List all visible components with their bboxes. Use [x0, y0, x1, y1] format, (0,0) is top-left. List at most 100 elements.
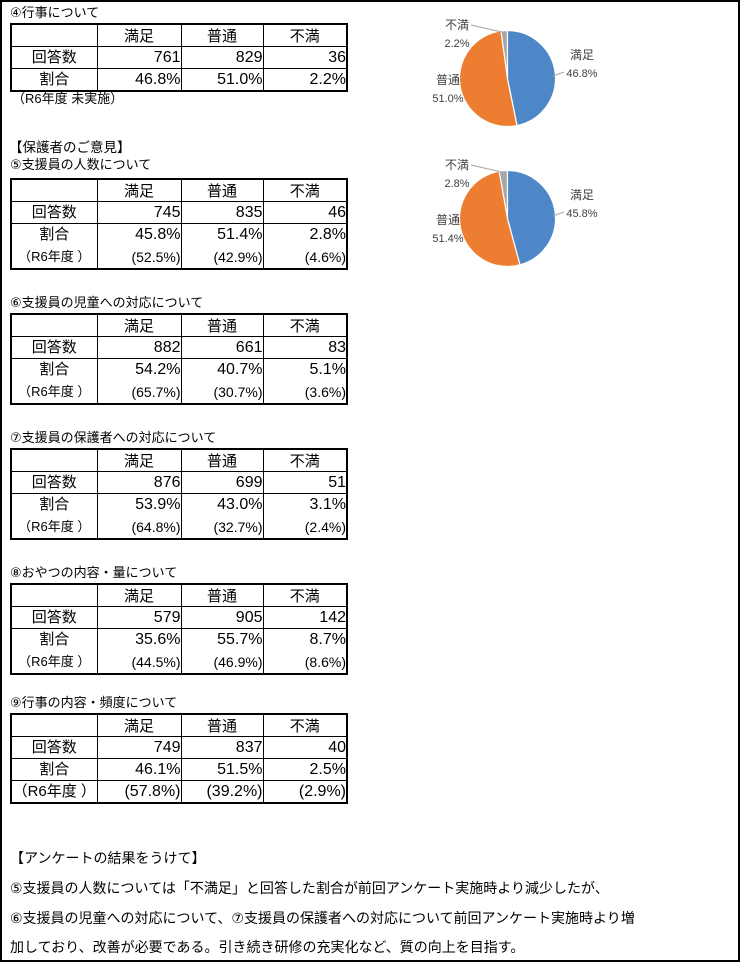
percent-value: 53.9%	[135, 496, 181, 513]
col-header-neutral: 普通	[180, 23, 264, 47]
r6-label: （R6年度 ）	[18, 519, 91, 534]
row-label: 回答数	[10, 46, 98, 69]
percent-value: 5.1%	[309, 361, 346, 378]
summary-line-3: 加しており、改善が必要である。引き続き研修の充実化など、質の向上を目指す。	[10, 939, 525, 955]
percent-value: 54.2%	[135, 361, 181, 378]
value-cell: 51	[262, 471, 348, 494]
col-header-neutral: 普通	[180, 583, 264, 607]
col-header-satisfied: 満足	[96, 713, 182, 737]
pie-chart-q4-svg	[458, 24, 565, 128]
value-cell: 83	[262, 336, 348, 359]
value-cell: 745	[96, 201, 182, 224]
section-title-q4: ④行事について	[10, 5, 100, 20]
col-header-neutral: 普通	[180, 713, 264, 737]
percent-value: 3.1%	[309, 496, 346, 513]
corner-cell	[10, 178, 98, 202]
value-cell: 882	[96, 336, 182, 359]
row-label: 回答数	[10, 201, 98, 224]
pie-label-value: 45.8%	[566, 208, 598, 220]
row-label: 割合	[10, 758, 98, 781]
col-header-dissatisfied: 不満	[262, 23, 348, 47]
pie-label-satisfied: 満足 45.8%	[562, 186, 602, 224]
row-percent-r6: 割合 （R6年度 ） 35.6% (44.5%) 55.7% (46.9%) 8…	[10, 628, 348, 675]
row-percent: 割合 46.8% 51.0% 2.2%	[10, 68, 348, 92]
percent-value: 51.4%	[217, 226, 263, 243]
percent-value: 43.0%	[217, 496, 263, 513]
r6-value: (46.9%)	[213, 654, 263, 670]
leader-line-satisfied	[552, 71, 565, 77]
col-header-satisfied: 満足	[96, 313, 182, 337]
pie-chart-q5: 不満 2.8% 満足 45.8% 普通 51.4%	[427, 150, 642, 282]
pie-label-value: 2.8%	[444, 178, 470, 190]
col-header-dissatisfied: 不満	[262, 313, 348, 337]
value-cell: 2.2%	[262, 68, 348, 92]
row-label: 割合 （R6年度 ）	[10, 493, 98, 540]
leader-line-satisfied	[552, 211, 565, 217]
value-cell: 51.5%	[180, 758, 264, 781]
corner-cell	[10, 583, 98, 607]
table-header-row: 満足 普通 不満	[10, 448, 348, 472]
col-header-satisfied: 満足	[96, 23, 182, 47]
section-title-q6: ⑥支援員の児童への対応について	[10, 295, 204, 310]
col-header-satisfied: 満足	[96, 583, 182, 607]
r6-value: (64.8%)	[131, 519, 181, 535]
row-percent-r6: 割合 （R6年度 ） 54.2% (65.7%) 40.7% (30.7%) 5…	[10, 358, 348, 405]
summary-line-2: ⑥支援員の児童への対応について、⑦支援員の保護者への対応について前回アンケート実…	[10, 910, 635, 926]
row-label: 回答数	[10, 336, 98, 359]
value-cell: 661	[180, 336, 264, 359]
value-cell: 142	[262, 606, 348, 629]
value-cell: 46.1%	[96, 758, 182, 781]
summary-line-1: ⑤支援員の人数については「不満足」と回答した割合が前回アンケート実施時より減少し…	[10, 880, 609, 896]
value-cell: 45.8% (52.5%)	[96, 223, 182, 270]
section-title-q8: ⑧おやつの内容・量について	[10, 565, 178, 580]
pie-label-name: 満足	[569, 48, 594, 62]
leader-line-dissatisfied	[470, 24, 507, 34]
percent-label: 割合	[39, 631, 70, 648]
col-header-neutral: 普通	[180, 313, 264, 337]
pie-chart-q5-svg	[458, 164, 565, 268]
value-cell: 749	[96, 736, 182, 759]
heading-survey-summary: 【アンケートの結果をうけて】	[10, 850, 206, 866]
table-header-row: 満足 普通 不満	[10, 178, 348, 202]
value-cell: (39.2%)	[180, 780, 264, 804]
value-cell: (2.9%)	[262, 780, 348, 804]
section-title-q9: ⑨行事の内容・頻度について	[10, 695, 178, 710]
row-label: 割合 （R6年度 ）	[10, 223, 98, 270]
col-header-dissatisfied: 不満	[262, 713, 348, 737]
table-header-row: 満足 普通 不満	[10, 23, 348, 47]
col-header-satisfied: 満足	[96, 178, 182, 202]
pie-slice-1	[458, 30, 518, 128]
row-count: 回答数 761 829 36	[10, 46, 348, 69]
table-q7: 満足 普通 不満 回答数 876 699 51 割合 （R6年度 ） 53.9%…	[10, 448, 348, 540]
table-q4: 満足 普通 不満 回答数 761 829 36 割合 46.8% 51.0% 2…	[10, 23, 348, 92]
value-cell: 699	[180, 471, 264, 494]
corner-cell	[10, 313, 98, 337]
pie-label-dissatisfied: 不満 2.8%	[437, 156, 477, 194]
percent-label: 割合	[39, 226, 70, 243]
r6-value: (52.5%)	[131, 249, 181, 265]
value-cell: 8.7% (8.6%)	[262, 628, 348, 675]
value-cell: 876	[96, 471, 182, 494]
percent-label: 割合	[39, 496, 70, 513]
leader-line-dissatisfied	[470, 164, 507, 174]
percent-value: 8.7%	[309, 631, 346, 648]
row-count: 回答数 579 905 142	[10, 606, 348, 629]
r6-value: (42.9%)	[213, 249, 263, 265]
pie-label-value: 2.2%	[444, 38, 470, 50]
r6-value: (65.7%)	[131, 384, 181, 400]
table-header-row: 満足 普通 不満	[10, 583, 348, 607]
corner-cell	[10, 713, 98, 737]
pie-label-name: 満足	[569, 188, 594, 202]
pie-label-neutral: 普通 51.4%	[428, 211, 468, 249]
value-cell: 579	[96, 606, 182, 629]
heading-parents-opinion: 【保護者のご意見】	[9, 140, 131, 155]
pie-label-neutral: 普通 51.0%	[428, 71, 468, 109]
pie-slice-0	[506, 169, 557, 266]
value-cell: 40.7% (30.7%)	[180, 358, 264, 405]
col-header-satisfied: 満足	[96, 448, 182, 472]
percent-value: 40.7%	[217, 361, 263, 378]
col-header-dissatisfied: 不満	[262, 583, 348, 607]
pie-label-value: 51.4%	[432, 233, 464, 245]
r6-label: （R6年度 ）	[18, 249, 91, 264]
